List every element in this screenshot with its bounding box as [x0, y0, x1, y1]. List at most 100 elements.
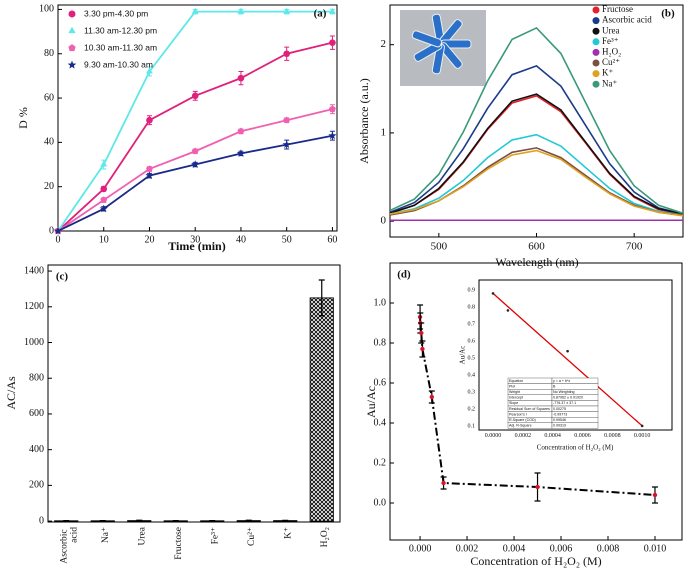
data-point: [146, 67, 153, 74]
legend-marker: [592, 27, 600, 35]
table-cell: [551, 422, 599, 429]
data-point: [506, 309, 510, 312]
x-axis-label: Wavelength (nm): [495, 255, 578, 269]
x-tick-label: 0.000: [409, 543, 432, 554]
data-point: [236, 149, 246, 157]
legend-label: 3.30 pm-4.30 pm: [84, 8, 148, 18]
table-text: -0.99773: [553, 412, 567, 416]
legend-label: Urea: [602, 25, 620, 35]
y-axis-label: Absorbance (a.u.): [357, 78, 371, 164]
y-tick-label: 20: [44, 181, 54, 192]
y-tick-label: 0.2: [374, 457, 387, 468]
legend-label: 11.30 am-12.30 pm: [84, 25, 157, 35]
data-point: [283, 50, 290, 58]
legend-label: H₂O₂: [602, 46, 621, 56]
x-tick-label: 50: [282, 234, 292, 245]
data-point: [328, 105, 336, 113]
x-tick-label: 0.0006: [574, 433, 591, 439]
table-text: Adj. R-Square: [509, 424, 532, 428]
y-tick-label: 400: [29, 444, 44, 455]
x-tick-label: 30: [190, 234, 200, 245]
table-text: y = a + b*x: [553, 379, 570, 383]
legend-label: Cu²⁺: [602, 57, 620, 67]
y-tick-label: 1.0: [374, 297, 387, 308]
x-tick-label: 0.0000: [485, 433, 502, 439]
legend-marker: [68, 10, 76, 18]
panel-label: (c): [56, 271, 69, 283]
table-text: 0.99319: [553, 424, 566, 428]
legend-label: 9.30 am-10.30 am: [84, 59, 153, 69]
data-point: [191, 160, 200, 168]
data-point: [491, 292, 495, 295]
data-point: [535, 484, 540, 490]
data-point: [429, 394, 435, 400]
inset-photo: [400, 10, 486, 86]
data-point: [420, 346, 425, 352]
y-tick-label: 0.1: [468, 423, 476, 429]
data-point: [146, 116, 153, 124]
x-tick-label: 500: [431, 240, 448, 252]
series-line: [390, 149, 683, 217]
table-text: 0.99546: [553, 418, 566, 422]
x-tick-label: Ascorbic acid: [59, 527, 79, 564]
x-tick-label: Cu²⁺: [247, 527, 257, 546]
series-line: [390, 64, 683, 215]
x-tick-label: 0.008: [597, 543, 620, 554]
y-tick-label: 0.0: [374, 497, 387, 508]
legend-marker: [592, 6, 600, 14]
x-tick-label: Fructose: [174, 527, 184, 560]
table-text: No Weighting: [553, 390, 575, 394]
plot-frame: [389, 262, 683, 541]
y-axis-label: Au/Ac: [459, 346, 467, 365]
bar: [309, 297, 334, 522]
x-tick-label: 0.0010: [634, 433, 651, 439]
data-point: [145, 171, 154, 180]
data-point: [191, 92, 199, 100]
data-point: [146, 165, 153, 172]
data-point: [237, 127, 245, 135]
legend-marker: [67, 60, 77, 69]
x-tick-label: 10: [99, 234, 109, 245]
legend-marker: [592, 59, 600, 67]
y-tick-label: 0.4: [468, 372, 476, 378]
x-axis-label: Concentration of H₂O₂ (M): [470, 554, 601, 568]
data-point: [191, 147, 199, 155]
data-point: [53, 226, 63, 235]
data-point: [237, 74, 245, 82]
legend-label: Ascorbic acid: [602, 15, 652, 25]
y-tick-label: 0.8: [468, 304, 476, 310]
table-text: Slope: [509, 401, 518, 405]
series-line: [390, 94, 683, 215]
series-line: [390, 93, 683, 215]
legend-marker: [592, 38, 600, 46]
y-tick-label: 1400: [24, 265, 44, 276]
y-tick-label: 100: [39, 4, 54, 15]
data-point: [566, 349, 569, 353]
y-axis-label: Au/Ac: [364, 386, 378, 418]
x-axis-label: Time (min): [168, 239, 225, 253]
table-text: B: [553, 384, 556, 388]
data-point: [100, 196, 108, 203]
y-tick-label: 200: [29, 480, 44, 491]
table-text: 0.00275: [553, 407, 566, 411]
legend-label: Na⁺: [602, 78, 617, 88]
error-bar: [318, 279, 325, 317]
x-tick-label: 0.0008: [604, 433, 621, 439]
x-tick-label: 0.002: [456, 543, 479, 554]
table-text: Pearson's r: [509, 412, 528, 416]
y-tick-label: 0.6: [374, 377, 387, 388]
x-tick-label: 0.010: [644, 543, 667, 554]
y-tick-label: 60: [44, 92, 54, 103]
y-tick-label: 0.7: [468, 321, 476, 327]
plot-frame: [47, 264, 341, 523]
legend-marker: [592, 17, 600, 25]
data-point: [282, 140, 291, 149]
legend-label: Fructose: [602, 4, 633, 14]
table-text: Plot: [509, 384, 515, 388]
data-point: [283, 7, 291, 14]
table-text: Equation: [509, 379, 523, 383]
data-point: [419, 330, 424, 336]
x-tick-label: H₂O₂: [320, 527, 330, 547]
plot-frame: [57, 4, 338, 232]
